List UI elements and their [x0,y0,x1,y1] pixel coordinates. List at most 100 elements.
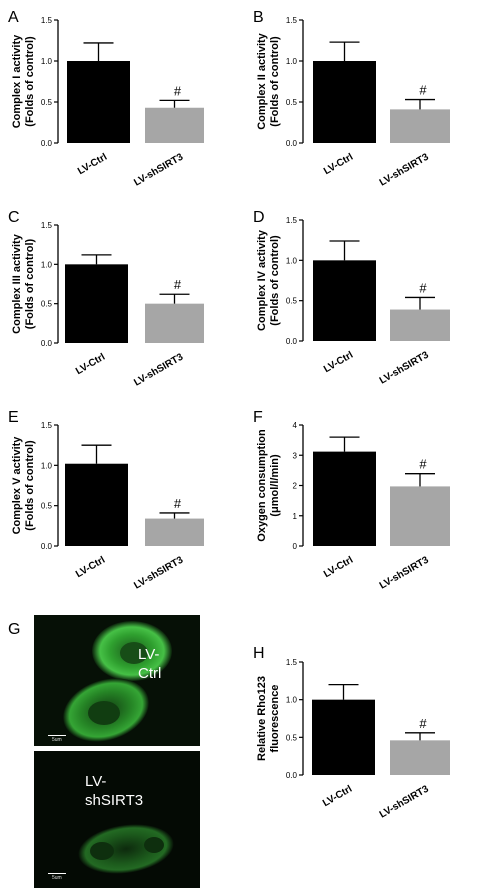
y-axis-label-line: Complex IV activity [256,229,268,331]
panel-letter-h: H [253,645,265,662]
bar-lv-shsirt3 [390,740,450,775]
x-tick-label: LV-shSIRT3 [132,554,185,591]
complex-iii-chart: C Complex III activity(Folds of control) 0… [8,209,204,389]
bar-lv-shsirt3 [145,518,204,546]
y-tick-label: 1.5 [286,16,298,25]
y-tick-label: 0.0 [41,139,53,148]
y-tick-label: 1.5 [41,221,53,230]
y-tick-label: 2 [293,482,298,491]
x-tick-label: LV-shSIRT3 [132,151,185,188]
y-tick-label: 1.5 [41,421,53,430]
y-axis-label-line: (Folds of control) [24,238,36,329]
x-tick-label: LV-Ctrl [74,555,107,581]
y-axis-label-line: Oxygen consumption [256,429,268,542]
y-axis-label: Complex III activity(Folds of control) [11,233,36,334]
panel-letter-f: F [253,409,263,426]
panel-letter-g: G [8,621,20,638]
complex-ii-chart: B Complex II activity(Folds of control) 0.… [253,9,450,189]
bar-lv-ctrl [313,61,376,143]
y-tick-label: 1.0 [286,256,298,265]
y-axis-label-line: (Folds of control) [24,36,36,127]
y-tick-label: 1.0 [41,461,53,470]
scale-bar [48,873,66,874]
y-tick-label: 0.0 [286,337,298,346]
x-tick-label: LV-shSIRT3 [132,351,185,388]
x-tick-label: LV-shSIRT3 [378,554,431,591]
x-tick-label: LV-shSIRT3 [378,783,431,820]
y-axis-label-line: Relative Rho123 [256,676,268,761]
panel-letter-c: C [8,209,20,226]
y-axis-label-line: Complex V activity [11,436,23,535]
micrograph-label-line2: Ctrl [138,665,162,682]
y-tick-label: 0.0 [286,139,298,148]
x-tick-label: LV-Ctrl [322,152,355,178]
y-axis-label-line: Complex I activity [11,34,23,128]
x-tick-label: LV-Ctrl [321,784,354,810]
y-axis-label: Relative Rho123fluorescence [256,676,281,761]
y-axis-label-line: Complex III activity [11,233,23,334]
significance-marker: # [174,277,182,292]
y-axis-label-line: (Folds of control) [269,235,281,326]
complex-v-chart: E Complex V activity(Folds of control) 0.0… [8,409,204,592]
y-tick-label: 1.5 [41,16,53,25]
x-tick-label: LV-Ctrl [322,350,355,376]
y-tick-label: 3 [293,451,298,460]
y-tick-label: 1.5 [286,658,298,667]
y-axis-label: Complex V activity(Folds of control) [11,436,36,535]
y-tick-label: 0 [293,542,298,551]
bar-lv-shsirt3 [145,303,204,343]
y-tick-label: 1.5 [286,216,298,225]
scale-label: 5um [52,737,62,743]
bar-lv-ctrl [313,260,376,341]
micrograph-lv-shsirt3: LV- shSIRT3 5um [34,751,200,888]
bar-lv-ctrl [313,451,376,546]
panel-letter-a: A [8,9,19,26]
x-tick-label: LV-Ctrl [322,555,355,581]
significance-marker: # [419,83,427,98]
y-tick-label: 0.5 [286,98,298,107]
panel-letter-d: D [253,209,265,226]
y-axis-label: Complex I activity(Folds of control) [11,34,36,128]
y-tick-label: 1.0 [41,260,53,269]
complex-i-chart: A Complex I activity(Folds of control) 0.0… [8,9,204,189]
bar-lv-ctrl [312,699,375,775]
micrograph-label-line1: LV- [85,773,107,790]
y-axis-label: Complex II activity(Folds of control) [256,32,281,129]
cell-fluorescence-image [34,751,200,888]
scale-label: 5um [52,875,62,881]
y-tick-label: 1.0 [41,57,53,66]
significance-marker: # [419,280,427,295]
y-axis-label-line: (μmol/l/min) [269,454,281,517]
y-tick-label: 0.5 [41,300,53,309]
y-tick-label: 0.0 [41,339,53,348]
significance-marker: # [174,496,182,511]
cell-fluorescence-image [34,615,200,746]
panel-letter-e: E [8,409,19,426]
micrograph-label-line2: shSIRT3 [85,792,144,809]
scale-bar [48,735,66,736]
x-tick-label: LV-Ctrl [74,352,107,378]
y-tick-label: 0.5 [286,733,298,742]
svg-text:G: G [8,621,20,638]
y-axis-label: Oxygen consumption(μmol/l/min) [256,429,281,542]
y-axis-label-line: Complex II activity [256,32,268,129]
y-tick-label: 0.5 [286,297,298,306]
y-axis-label-line: (Folds of control) [269,36,281,127]
y-tick-label: 1.0 [286,57,298,66]
x-tick-label: LV-shSIRT3 [378,349,431,386]
significance-marker: # [419,716,427,731]
x-tick-label: LV-shSIRT3 [378,151,431,188]
y-axis-label-line: fluorescence [269,685,281,753]
bar-lv-ctrl [65,264,128,343]
y-tick-label: 0.0 [41,542,53,551]
significance-marker: # [174,83,182,98]
complex-iv-chart: D Complex IV activity(Folds of control) 0.… [253,209,450,387]
y-axis-label-line: (Folds of control) [24,440,36,531]
x-tick-label: LV-Ctrl [76,152,109,178]
y-tick-label: 0.5 [41,502,53,511]
rho123-fluorescence-chart: H Relative Rho123fluorescence 0.0 0.5 1.0 1.5… [253,645,450,821]
significance-marker: # [419,457,427,472]
y-tick-label: 1.0 [286,696,298,705]
oxygen-consumption-chart: F Oxygen consumption(μmol/l/min) 0 1 2 3 4 LV-C… [253,409,450,592]
panel-letter-b: B [253,9,264,26]
